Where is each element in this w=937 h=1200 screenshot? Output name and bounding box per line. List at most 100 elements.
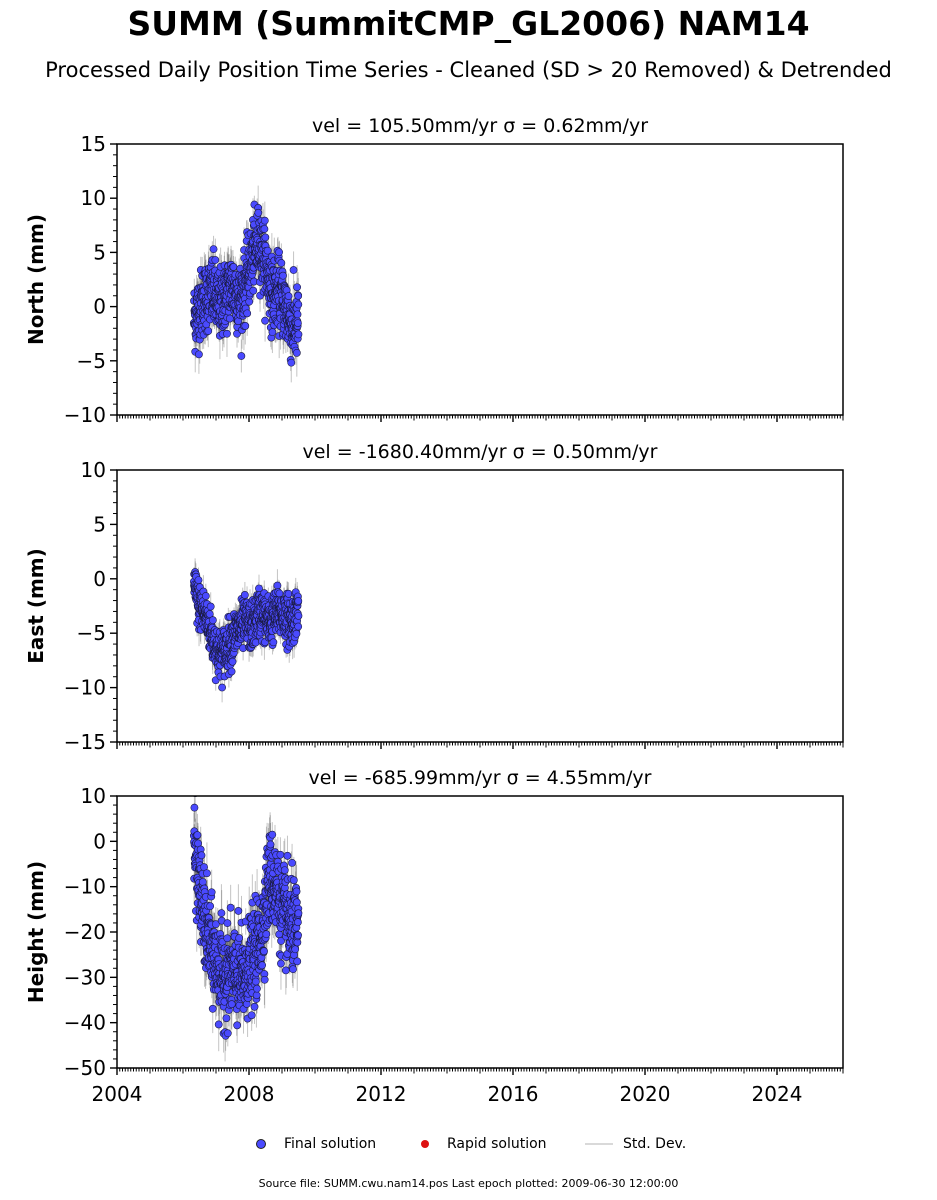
y-tick-label: 0 xyxy=(93,567,106,591)
panel-height: vel = -685.99mm/yr σ = 4.55mm/yr Height (… xyxy=(24,767,844,1106)
data-point xyxy=(228,657,237,666)
plot-frame xyxy=(116,469,844,743)
data-point xyxy=(201,592,210,600)
data-point xyxy=(204,327,213,335)
data-point xyxy=(223,329,231,338)
figure-title: SUMM (SummitCMP_GL2006) NAM14 xyxy=(127,4,810,43)
panel-title: vel = 105.50mm/yr σ = 0.62mm/yr xyxy=(312,115,648,137)
data-point xyxy=(247,1011,256,1020)
y-tick-label: 10 xyxy=(81,458,106,482)
data-point xyxy=(207,888,216,897)
data-point xyxy=(227,667,236,676)
figure-subtitle: Processed Daily Position Time Series - C… xyxy=(45,58,892,82)
y-axis-label: Height (mm) xyxy=(24,861,48,1003)
data-point xyxy=(293,283,301,292)
data-point xyxy=(223,934,232,943)
data-point xyxy=(217,909,226,918)
y-tick-label: −5 xyxy=(77,349,106,373)
data-point xyxy=(260,225,269,233)
data-point xyxy=(233,1021,242,1030)
data-point xyxy=(211,920,220,929)
data-point xyxy=(275,589,284,598)
y-tick-label: −15 xyxy=(64,730,106,754)
data-point xyxy=(209,245,218,254)
data-point xyxy=(260,216,269,225)
chart-figure: vel = 105.50mm/yr σ = 0.62mm/yr North (mm… xyxy=(24,115,844,1106)
data-point xyxy=(253,984,261,993)
data-layer xyxy=(189,185,303,383)
y-axis-label: North (mm) xyxy=(24,214,48,345)
panel-title: vel = -1680.40mm/yr σ = 0.50mm/yr xyxy=(303,441,658,463)
data-point xyxy=(211,256,220,264)
data-point xyxy=(206,602,215,611)
data-point xyxy=(294,597,303,605)
panel-east: vel = -1680.40mm/yr σ = 0.50mm/yr East (m… xyxy=(24,441,844,754)
data-point xyxy=(194,576,203,585)
data-point xyxy=(193,831,202,839)
data-point xyxy=(268,328,277,337)
data-point xyxy=(254,208,263,217)
data-point xyxy=(250,1002,259,1011)
data-point xyxy=(275,248,283,257)
panel-north: vel = 105.50mm/yr σ = 0.62mm/yr North (mm… xyxy=(24,115,844,427)
data-point xyxy=(195,350,203,359)
data-point xyxy=(269,638,278,647)
y-axis-label: East (mm) xyxy=(24,548,48,664)
data-point xyxy=(277,259,286,267)
y-tick-label: 5 xyxy=(93,512,106,536)
data-point xyxy=(289,266,298,274)
data-point xyxy=(226,903,235,912)
data-point xyxy=(240,591,249,599)
data-layer xyxy=(189,558,303,703)
data-point xyxy=(237,352,246,360)
y-tick-label: 10 xyxy=(81,186,106,210)
data-point xyxy=(208,616,217,625)
data-point xyxy=(190,803,199,812)
data-point xyxy=(294,291,303,300)
data-point xyxy=(293,310,302,319)
panel-title: vel = -685.99mm/yr σ = 4.55mm/yr xyxy=(309,767,652,789)
data-point xyxy=(234,907,243,915)
data-point xyxy=(222,1014,231,1023)
data-point xyxy=(243,309,252,318)
data-point xyxy=(229,263,238,271)
data-point xyxy=(287,358,296,367)
data-point xyxy=(294,300,303,309)
data-point xyxy=(273,581,282,590)
data-point xyxy=(261,316,269,325)
data-point xyxy=(214,1020,223,1029)
data-point xyxy=(206,902,215,911)
data-layer xyxy=(189,796,303,1062)
data-point xyxy=(284,589,293,598)
data-point xyxy=(294,330,303,339)
y-tick-label: 5 xyxy=(93,240,106,264)
data-point xyxy=(284,292,293,300)
data-point xyxy=(241,322,250,330)
y-tick-label: 15 xyxy=(81,132,106,156)
data-point xyxy=(218,683,226,692)
data-point xyxy=(263,246,272,255)
data-point xyxy=(249,286,258,295)
data-point xyxy=(292,348,301,357)
data-point xyxy=(294,622,303,631)
data-point xyxy=(235,934,244,942)
data-point xyxy=(292,629,301,638)
data-point xyxy=(294,611,303,620)
data-point xyxy=(198,878,207,886)
data-point xyxy=(251,977,260,986)
data-point xyxy=(205,610,214,618)
data-point xyxy=(261,233,270,242)
data-point xyxy=(197,851,206,860)
data-point xyxy=(294,319,302,327)
y-tick-label: −5 xyxy=(77,621,106,645)
data-point xyxy=(223,919,232,928)
data-point xyxy=(258,961,267,970)
y-tick-label: 0 xyxy=(93,295,106,319)
y-tick-label: −10 xyxy=(64,676,106,700)
data-point xyxy=(208,1004,217,1013)
data-point xyxy=(223,1029,232,1038)
data-point xyxy=(279,271,287,280)
data-point xyxy=(260,947,268,956)
data-point xyxy=(252,991,261,1000)
data-point xyxy=(203,869,211,878)
